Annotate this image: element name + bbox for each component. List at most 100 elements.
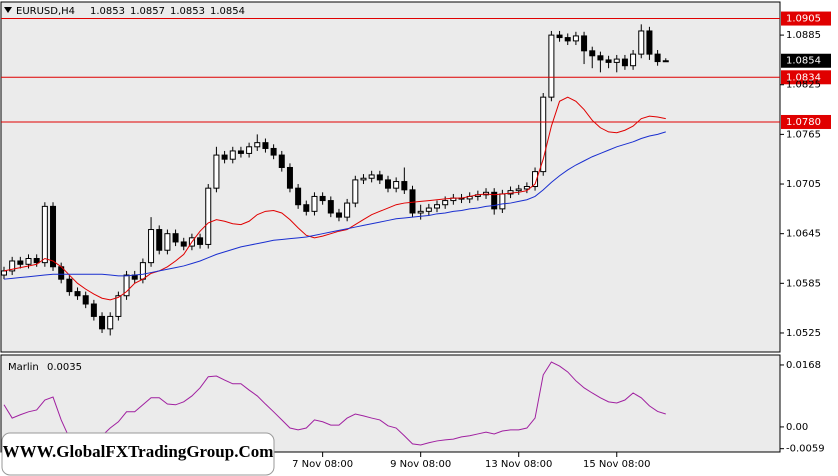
candle-body (327, 200, 334, 214)
candle-body (621, 58, 628, 67)
candle-body (33, 258, 40, 264)
x-tick-label: 15 Nov 08:00 (583, 459, 650, 470)
level-label: 1.0905 (786, 14, 821, 25)
current-price: 1.0854 (786, 56, 821, 67)
candle-body (278, 154, 285, 168)
candle-body (344, 202, 351, 218)
candle-body (662, 60, 669, 63)
x-tick-label: 13 Nov 08:00 (485, 459, 552, 470)
candle-body (205, 187, 212, 245)
candle-body (164, 233, 171, 251)
candle-body (630, 53, 637, 67)
candle-body (254, 142, 261, 148)
current-price-bg (781, 53, 831, 68)
indicator-value: 0.0035 (47, 362, 82, 373)
candle-body (540, 96, 547, 173)
candle-body (434, 204, 441, 209)
candle-body (303, 204, 310, 212)
line-series (3, 131, 666, 280)
y-tick-label: 1.0525 (786, 328, 821, 339)
y-tick-label: 1.0825 (786, 80, 821, 91)
candle-body (572, 35, 579, 42)
indicator-name: Marlin (8, 362, 39, 373)
x-tick-label: 7 Nov 08:00 (292, 459, 353, 470)
candle-body (515, 188, 522, 192)
line-series (3, 96, 666, 301)
line-series (3, 361, 666, 446)
candle-body (425, 207, 432, 212)
y-tick-label: 0.0168 (786, 360, 821, 371)
candle-body (589, 50, 596, 57)
candle-body (90, 303, 97, 317)
candle-body (172, 233, 179, 243)
candle-body (17, 260, 24, 265)
candle-body (262, 142, 269, 149)
candle-body (507, 190, 514, 195)
candle-body (197, 237, 204, 245)
candle-body (442, 200, 449, 206)
candle-body (401, 181, 408, 191)
header-high: 1.0857 (130, 6, 165, 17)
candle-body (66, 278, 73, 293)
watermark: WWW.GlobalFXTradingGroup.Com (3, 442, 274, 461)
candle-body (82, 295, 89, 305)
candle-body (335, 212, 342, 218)
candle-body (605, 59, 612, 63)
level-label: 1.0834 (786, 72, 821, 83)
level-label-bg (781, 70, 831, 85)
candle-body (99, 315, 106, 330)
candle-body (180, 241, 187, 247)
level-label-bg (781, 11, 831, 26)
candle-body (319, 195, 326, 202)
y-tick-label: 1.0585 (786, 278, 821, 289)
candle-body (41, 205, 48, 264)
candle-body (352, 179, 359, 204)
candle-body (156, 229, 163, 251)
candle-body (613, 58, 620, 63)
y-tick-label: 1.0765 (786, 129, 821, 140)
candle-body (638, 30, 645, 55)
candle-body (499, 193, 506, 210)
candle-body (229, 150, 236, 160)
candle-body (50, 205, 57, 268)
watermark-bg (1, 432, 275, 476)
candle-body (646, 30, 653, 55)
price-panel (0, 1, 781, 353)
y-tick-label: 1.0705 (786, 179, 821, 190)
menu-triangle[interactable] (4, 7, 12, 13)
candle-body (360, 177, 367, 181)
candle-body (654, 53, 661, 63)
candle-body (523, 186, 530, 190)
watermark-box: WWW.GlobalFXTradingGroup.Com (1, 432, 275, 476)
candle-body (376, 174, 383, 181)
candle-body (74, 291, 81, 297)
candle-body (237, 150, 244, 154)
candle-body (115, 295, 122, 317)
candle-body (270, 147, 277, 156)
candle-body (532, 171, 539, 188)
header-close: 1.0854 (210, 6, 245, 17)
y-tick-label: -0.0059 (786, 444, 825, 455)
header-open: 1.0853 (90, 6, 125, 17)
candle-body (1, 270, 7, 276)
candle-body (295, 187, 302, 206)
x-tick-label: 9 Nov 08:00 (390, 459, 451, 470)
candle-body (597, 55, 604, 61)
candle-body (123, 274, 130, 297)
candle-body (564, 37, 571, 42)
candle-body (409, 189, 416, 214)
candle-body (368, 174, 375, 179)
candle-body (581, 35, 588, 52)
level-label: 1.0780 (786, 117, 821, 128)
candle-body (107, 315, 114, 330)
candle-body (213, 154, 220, 189)
candle-body (25, 258, 32, 265)
y-tick-label: 0.00 (786, 422, 808, 433)
candle-body (9, 260, 16, 272)
candle-body (246, 146, 253, 154)
level-label-bg (781, 114, 831, 129)
candle-body (311, 195, 318, 212)
plot-layer (1, 18, 780, 446)
candle-body (417, 210, 424, 214)
